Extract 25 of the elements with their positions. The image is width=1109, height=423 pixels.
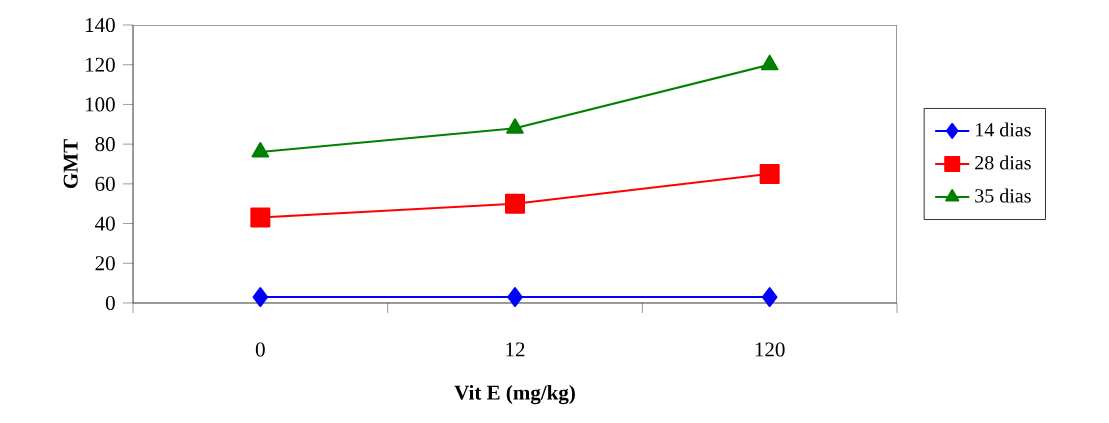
legend-label: 35 dias <box>975 188 1031 203</box>
y-tick-label: 60 <box>95 176 115 191</box>
point <box>252 287 269 308</box>
point <box>250 207 271 228</box>
y-axis-title: GMT <box>63 139 78 189</box>
legend-label: 14 dias <box>976 122 1031 137</box>
y-tick-label: 140 <box>85 17 115 33</box>
x-tick-label: 120 <box>755 342 785 357</box>
point <box>761 287 778 308</box>
point <box>507 287 523 308</box>
y-tick-label: 0 <box>105 295 115 311</box>
x-tick-label: 12 <box>506 342 525 357</box>
point <box>759 163 780 184</box>
x-tick-label: 0 <box>255 342 265 357</box>
y-tick-label: 120 <box>85 57 115 72</box>
point <box>505 193 525 214</box>
point <box>760 54 779 71</box>
y-tick-label: 100 <box>85 97 115 112</box>
legend-label: 28 dias <box>975 155 1031 170</box>
y-tick-label: 80 <box>95 137 115 152</box>
y-tick-label: 20 <box>95 256 115 271</box>
point <box>506 118 524 134</box>
point <box>251 142 270 158</box>
y-tick-label: 40 <box>95 216 115 231</box>
x-axis-title: Vit E (mg/kg) <box>454 384 575 405</box>
